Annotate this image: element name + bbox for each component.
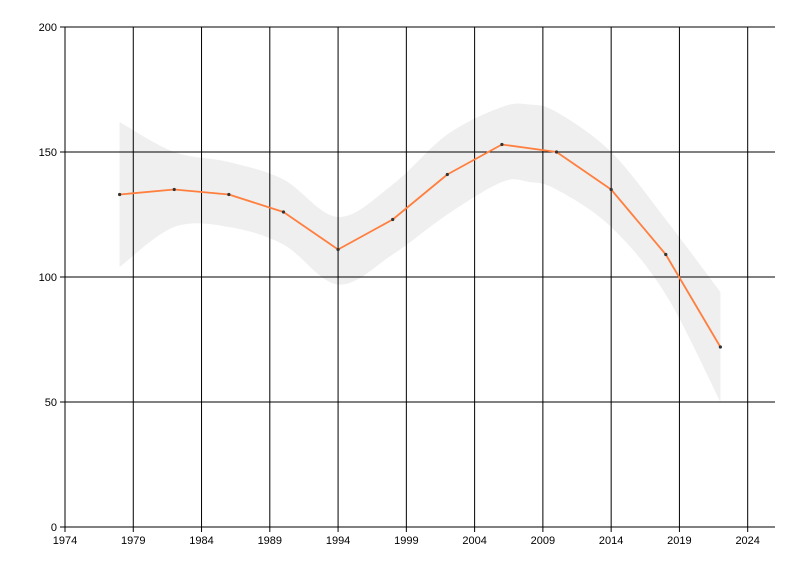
series-line-layer [118, 142, 722, 349]
data-point [445, 172, 449, 177]
x-tick-label: 1974 [53, 535, 77, 547]
y-tick-label: 0 [51, 522, 57, 534]
x-tick-label: 1999 [394, 535, 418, 547]
series-line [119, 143, 722, 348]
grid-layer [65, 26, 775, 527]
y-tick-label: 100 [39, 272, 57, 284]
tick-label-layer: 0 50 100 150 200 1974 1979 1984 1989 1994 1999 2004… [39, 22, 760, 547]
data-point [336, 247, 340, 252]
x-tick-label: 2014 [599, 535, 623, 547]
y-tick-label: 200 [39, 22, 57, 34]
confidence-band-layer [119, 103, 721, 403]
x-tick-label: 1984 [189, 535, 213, 547]
data-point [664, 252, 668, 257]
axis-layer [60, 26, 775, 532]
y-tick-label: 50 [45, 397, 57, 409]
data-point [227, 192, 231, 197]
y-tick-label: 150 [39, 147, 57, 159]
data-point [500, 142, 504, 147]
data-point [281, 210, 286, 214]
data-point [718, 345, 722, 349]
data-point [554, 150, 559, 154]
data-point [118, 192, 122, 197]
data-point [391, 217, 395, 222]
data-point [172, 187, 176, 192]
x-tick-label: 1979 [121, 535, 145, 547]
x-tick-label: 2019 [667, 535, 691, 547]
confidence-band [119, 103, 721, 403]
data-point [609, 187, 613, 192]
x-tick-label: 1994 [326, 535, 350, 547]
x-tick-label: 2009 [531, 535, 555, 547]
x-tick-label: 2024 [735, 535, 759, 547]
x-tick-label: 2004 [462, 535, 486, 547]
x-tick-label: 1989 [258, 535, 282, 547]
